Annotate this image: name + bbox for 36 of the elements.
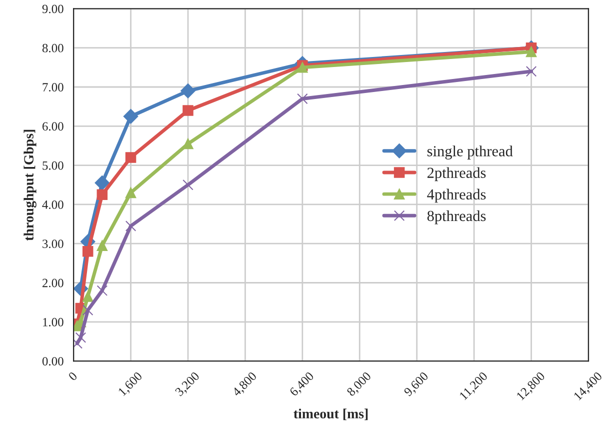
y-tick-label: 8.00 (42, 44, 64, 52)
point (180, 84, 196, 98)
y-tick-label: 0.00 (42, 357, 64, 366)
point (125, 187, 136, 198)
legend-label: 4pthreads (427, 188, 486, 203)
y-tick-label: 7.00 (42, 83, 64, 92)
point (182, 105, 194, 116)
legend-label: 2pthreads (427, 167, 486, 182)
y-tick-label: 1.00 (43, 318, 64, 326)
x-tick-label: 0 (68, 371, 78, 382)
point (96, 189, 108, 200)
legend-label: 8pthreads (427, 210, 486, 224)
point (125, 152, 136, 163)
point (82, 291, 94, 302)
y-tick-label: 3.00 (42, 240, 64, 248)
y-tick-label: 5.00 (42, 161, 64, 170)
point (123, 108, 138, 124)
y-tick-label: 2.00 (42, 278, 64, 288)
point (125, 220, 136, 232)
point (96, 240, 108, 251)
point (526, 66, 537, 77)
y-tick-label: 4.00 (42, 200, 64, 209)
point (94, 176, 110, 190)
point (297, 93, 308, 104)
point (82, 246, 94, 257)
point (96, 285, 108, 296)
point (182, 138, 194, 150)
y-axis-title: throughput [Gbps] (24, 130, 36, 241)
y-tick-label: 6.00 (42, 122, 64, 131)
point (182, 179, 194, 190)
y-tick-label: 9.00 (42, 4, 64, 14)
legend-label: single pthread (427, 146, 513, 160)
point (75, 332, 86, 343)
x-axis-title: timeout [ms] (294, 408, 368, 420)
point (526, 46, 537, 58)
point (82, 304, 94, 316)
